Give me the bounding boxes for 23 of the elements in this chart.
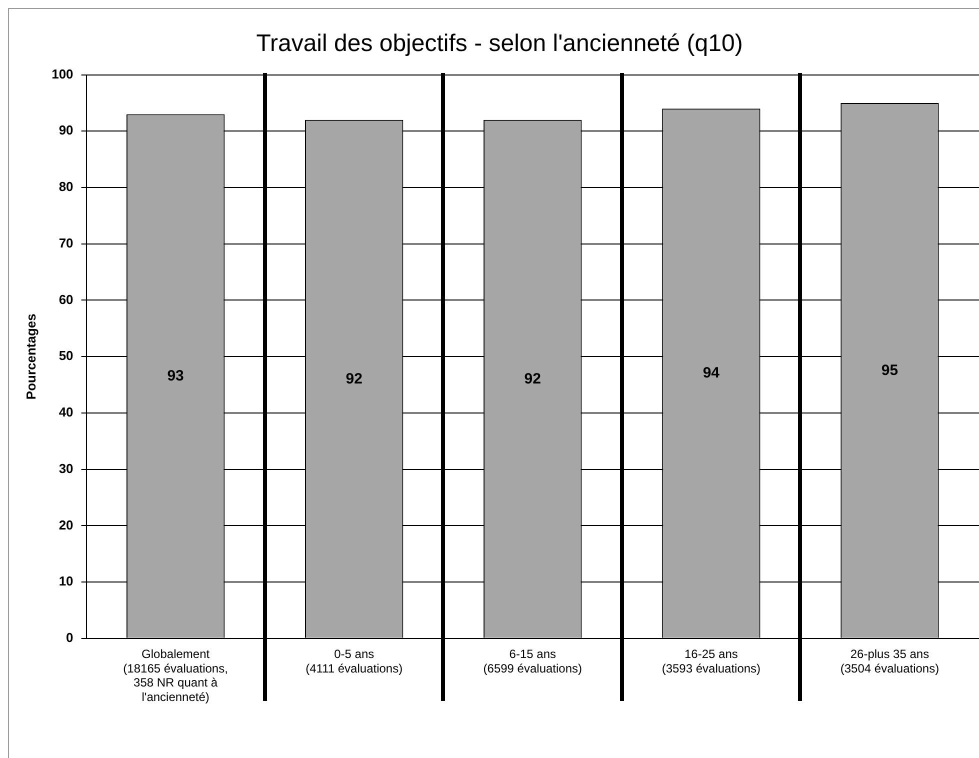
data-label: 94 — [702, 364, 720, 382]
y-axis-title: Pourcentages — [23, 314, 38, 400]
y-tick-label: 70 — [58, 235, 74, 250]
data-label: 92 — [346, 370, 362, 388]
data-label: 93 — [167, 367, 184, 384]
x-tick-label: 0-5 ans (4111 évaluations) — [306, 646, 403, 676]
x-tick-label: 26-plus 35 ans (3504 évaluations) — [840, 646, 940, 676]
y-tick-label: 40 — [58, 404, 74, 420]
x-tick-label: Globalement (18165 évaluations, 358 NR quant à l'ancienneté) — [123, 646, 228, 704]
y-tick-label: 60 — [58, 292, 74, 307]
y-tick-label: 90 — [58, 122, 74, 138]
x-tick-label: 6-15 ans (6599 évaluations) — [483, 646, 582, 676]
chart-title: Travail des objectifs - selon l'ancienneté (q10) — [256, 30, 743, 58]
y-tick-label: 50 — [58, 348, 74, 364]
data-label: 95 — [881, 362, 898, 379]
y-tick-label: 10 — [58, 574, 74, 589]
y-tick-label: 0 — [66, 630, 74, 645]
y-tick-label: 100 — [52, 66, 74, 82]
x-tick-label: 16-25 ans (3593 évaluations) — [662, 646, 761, 676]
y-tick-label: 30 — [58, 460, 74, 476]
y-tick-label: 80 — [58, 179, 74, 194]
data-label: 92 — [524, 370, 541, 388]
y-tick-label: 20 — [58, 517, 74, 532]
